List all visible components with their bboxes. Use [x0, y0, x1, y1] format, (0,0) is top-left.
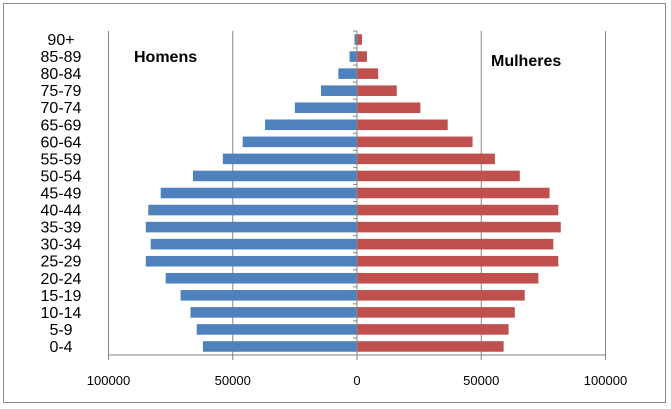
bar-homens	[243, 137, 357, 148]
y-tick-label: 0-4	[49, 339, 72, 356]
y-tick-label: 15-19	[41, 288, 82, 305]
y-tick-label: 90+	[47, 32, 74, 49]
bar-mulheres	[357, 51, 367, 62]
y-tick-label: 5-9	[49, 322, 72, 339]
bar-mulheres	[357, 256, 558, 267]
bar-homens	[146, 256, 357, 267]
bar-homens	[191, 307, 357, 318]
bar-mulheres	[357, 222, 561, 233]
bar-mulheres	[357, 34, 362, 45]
bar-homens	[203, 341, 357, 352]
y-tick-label: 60-64	[41, 134, 82, 151]
bar-homens	[148, 205, 357, 216]
y-tick-label: 65-69	[41, 117, 82, 134]
bar-mulheres	[357, 273, 538, 284]
y-tick-label: 45-49	[41, 186, 82, 203]
y-tick-label: 80-84	[41, 66, 82, 83]
bar-homens	[295, 102, 357, 113]
y-tick-label: 30-34	[41, 237, 82, 254]
bar-mulheres	[357, 239, 553, 250]
y-tick-label: 75-79	[41, 83, 82, 100]
bar-homens	[265, 120, 357, 131]
bar-mulheres	[357, 137, 473, 148]
bar-homens	[197, 324, 357, 335]
y-tick-label: 40-44	[41, 203, 82, 220]
y-tick-label: 35-39	[41, 220, 82, 237]
bar-homens	[146, 222, 357, 233]
bar-mulheres	[357, 307, 515, 318]
y-tick-label: 70-74	[41, 100, 82, 117]
bar-mulheres	[357, 290, 525, 301]
y-tick-label: 85-89	[41, 49, 82, 66]
series-label-homens: Homens	[134, 49, 197, 66]
bar-homens	[338, 68, 357, 79]
bar-homens	[193, 171, 357, 182]
bar-mulheres	[357, 188, 550, 199]
y-tick-label: 20-24	[41, 271, 82, 288]
bar-mulheres	[357, 341, 504, 352]
series-label-mulheres: Mulheres	[491, 53, 561, 70]
x-tick-label: 100000	[87, 373, 130, 388]
bar-homens	[181, 290, 357, 301]
bar-homens	[223, 154, 357, 165]
y-tick-label: 25-29	[41, 254, 82, 271]
y-tick-label: 55-59	[41, 151, 82, 168]
bar-mulheres	[357, 154, 495, 165]
x-tick-label: 50000	[215, 373, 251, 388]
bar-mulheres	[357, 205, 558, 216]
x-tick-label: 50000	[463, 373, 499, 388]
x-tick-label: 100000	[584, 373, 627, 388]
bar-mulheres	[357, 68, 378, 79]
bar-homens	[166, 273, 357, 284]
y-tick-label: 10-14	[41, 305, 82, 322]
bar-homens	[350, 51, 357, 62]
bar-homens	[321, 85, 357, 96]
bar-homens	[151, 239, 357, 250]
x-tick-label: 0	[353, 373, 360, 388]
bar-mulheres	[357, 102, 420, 113]
bar-mulheres	[357, 120, 448, 131]
bar-mulheres	[357, 171, 520, 182]
bar-mulheres	[357, 85, 397, 96]
y-tick-label: 50-54	[41, 168, 82, 185]
bar-homens	[161, 188, 357, 199]
bar-mulheres	[357, 324, 509, 335]
